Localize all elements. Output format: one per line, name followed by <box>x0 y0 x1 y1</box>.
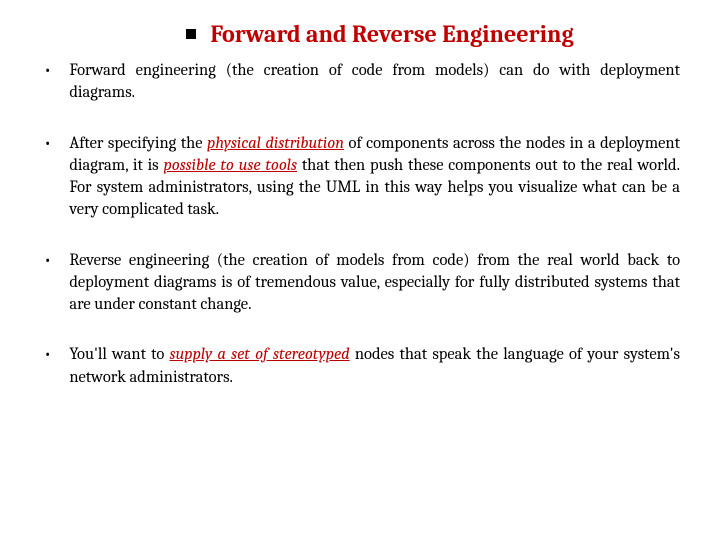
title-bullet-square-icon <box>186 29 196 39</box>
emphasized-text: physical distribution <box>207 134 344 153</box>
bullet-item: • After specifying the physical distribut… <box>40 133 680 222</box>
bullets-container: • Forward engineering (the creation of co… <box>40 60 680 389</box>
body-text: Reverse engineering (the creation of mod… <box>69 251 680 315</box>
bullet-text: Reverse engineering (the creation of mod… <box>69 250 680 317</box>
bullet-dot-icon: • <box>44 60 51 82</box>
bullet-item: • You'll want to supply a set of stereoty… <box>40 344 680 389</box>
body-text: Forward engineering (the creation of cod… <box>69 61 680 102</box>
bullet-item: • Reverse engineering (the creation of mo… <box>40 250 680 317</box>
title-row: Forward and Reverse Engineering <box>40 20 680 48</box>
bullet-dot-icon: • <box>44 250 51 272</box>
bullet-item: • Forward engineering (the creation of co… <box>40 60 680 105</box>
bullet-dot-icon: • <box>44 344 51 366</box>
bullet-text: Forward engineering (the creation of cod… <box>69 60 680 105</box>
bullet-text: After specifying the physical distributi… <box>69 133 680 222</box>
body-text: You'll want to <box>69 345 169 364</box>
bullet-text: You'll want to supply a set of stereotyp… <box>69 344 680 389</box>
emphasized-text: possible to use tools <box>163 156 297 175</box>
bullet-dot-icon: • <box>44 133 51 155</box>
emphasized-text: supply a set of stereotyped <box>170 345 350 364</box>
body-text: After specifying the <box>69 134 207 153</box>
page-title: Forward and Reverse Engineering <box>210 20 573 48</box>
